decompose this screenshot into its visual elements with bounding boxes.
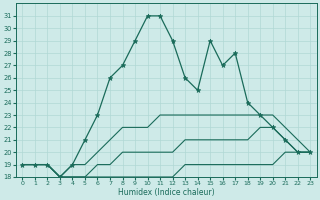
X-axis label: Humidex (Indice chaleur): Humidex (Indice chaleur) bbox=[118, 188, 215, 197]
